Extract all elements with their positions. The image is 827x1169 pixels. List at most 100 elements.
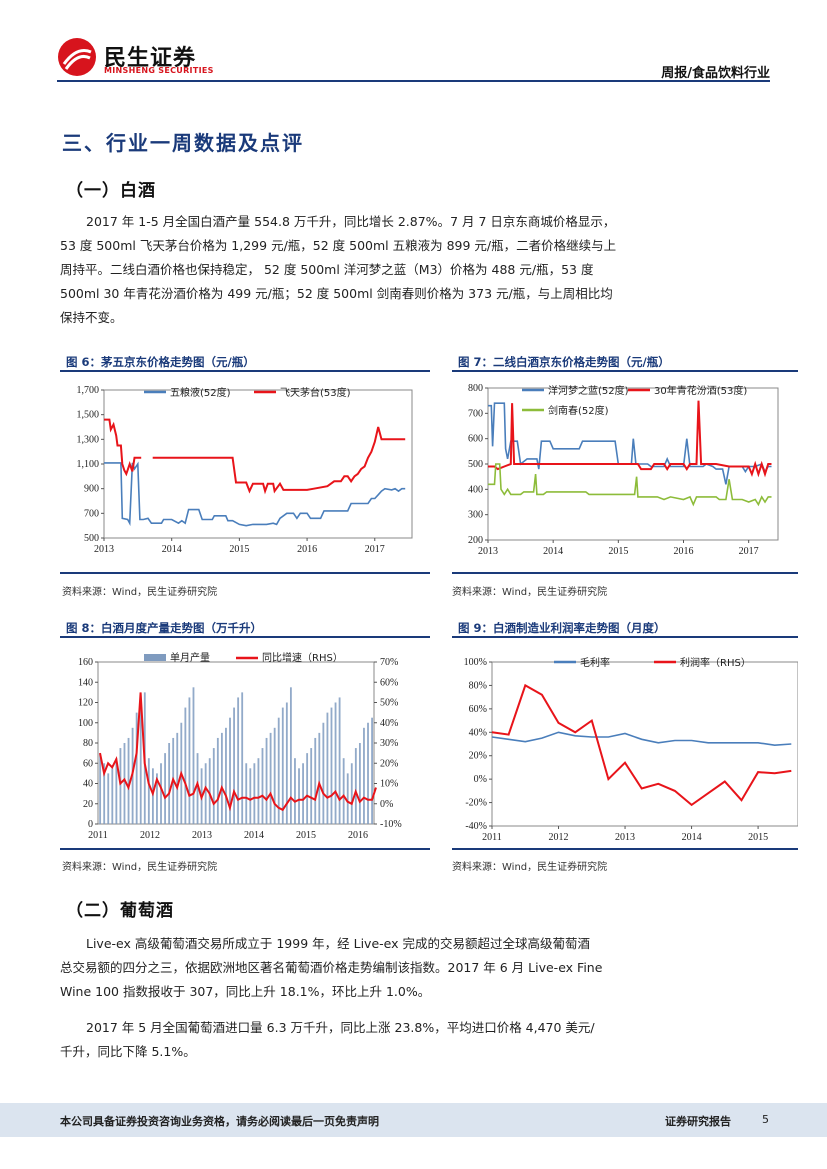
figure-9-rule-bottom [452,848,798,850]
production-bar [225,727,227,824]
x-tick-label: 2015 [748,832,768,842]
production-bar [123,743,126,824]
y-tick-label: 1,100 [77,459,100,470]
figure-6-rule-bottom [60,572,430,574]
y-tick-label: 200 [468,535,483,546]
production-bar [111,768,114,824]
footer-bar [0,1103,827,1137]
y-tick-label: 800 [468,383,483,394]
production-bar [302,763,304,824]
y-tick-label: 300 [468,510,483,521]
series-line [491,731,792,747]
production-bar [269,732,272,824]
x-tick-label: 2014 [543,546,563,557]
y-tick-label-left: 100 [78,718,93,729]
y-tick-label: -20% [465,798,487,809]
production-bar [245,763,248,824]
production-bar [220,732,223,824]
production-bar [184,707,187,824]
x-tick-label: 2013 [192,830,212,841]
production-bar [318,732,321,824]
figure-6-source: 资料来源：Wind，民生证券研究院 [62,587,218,598]
production-bar [176,732,179,824]
production-bar [237,697,240,824]
production-bar [253,763,256,824]
production-bar [310,748,313,824]
figure-7-rule [452,370,798,372]
x-tick-label: 2017 [739,546,759,557]
y-tick-label: 600 [468,434,483,445]
logo-icon [58,38,96,76]
paragraph-wine-2: 2017 年 5 月全国葡萄酒进口量 6.3 万千升，同比上涨 23.8%，平均… [60,1016,766,1064]
figure-7-source: 资料来源：Wind，民生证券研究院 [452,587,608,598]
paragraph-baijiu: 2017 年 1-5 月全国白酒产量 554.8 万千升，同比增长 2.87%。… [60,210,766,330]
section-title: 三、行业一周数据及点评 [62,131,304,155]
production-bar [115,758,118,824]
para-line: 500ml 30 年青花汾酒价格为 499 元/瓶；52 度 500ml 剑南春… [60,286,613,301]
para-line: Live-ex 高级葡萄酒交易所成立于 1999 年，经 Live-ex 完成的… [86,936,590,951]
legend-label: 单月产量 [170,651,210,664]
figure-6-rule [60,370,430,372]
production-bar [103,763,106,824]
production-bar [330,707,333,824]
para-line: 保持不变。 [60,310,123,325]
figure-8-rule-bottom [60,848,430,850]
legend-label: 剑南春(52度) [548,404,609,417]
para-line: 2017 年 5 月全国葡萄酒进口量 6.3 万千升，同比上涨 23.8%，平均… [86,1020,595,1035]
figure-8-title: 图 8：白酒月度产量走势图（万千升） [66,621,263,635]
production-bar [354,748,357,824]
production-bar [241,692,244,824]
production-bar [281,707,284,824]
x-tick-label: 2015 [296,830,316,841]
y-tick-label: 1,300 [77,434,100,445]
production-bar [216,737,219,824]
legend-label: 五粮液(52度) [170,386,231,399]
series-line [491,683,792,807]
x-tick-label: 2011 [88,830,108,841]
chart-fig8: 0 20 40 60 80 100 120 140 160 -10% 0% 10% 20% 30% 40% 5… [78,651,402,841]
page-number: 5 [762,1113,769,1126]
x-tick-label: 2016 [674,546,694,557]
y-tick-label-right: 20% [380,758,398,769]
y-tick-label: 1,500 [77,410,100,421]
production-bar [342,758,345,824]
production-bar [298,768,300,824]
series-line [488,463,772,507]
legend-label: 同比增速（RHS） [262,651,343,664]
production-bar [168,743,171,824]
y-tick-label-left: 60 [83,758,93,769]
figure-6-title: 图 6：茅五京东价格走势图（元/瓶） [66,355,255,369]
y-tick-label-right: 10% [380,779,398,790]
para-line: 2017 年 1-5 月全国白酒产量 554.8 万千升，同比增长 2.87%。… [86,214,616,229]
figure-9-title: 图 9：白酒制造业利润率走势图（月度） [458,621,666,635]
x-tick-label: 2013 [615,832,635,842]
legend-label: 30年青花汾酒(53度) [654,384,747,397]
production-bar [322,722,325,824]
figure-9-rule [452,636,798,638]
y-tick-label: 700 [84,508,99,519]
header-divider [57,80,770,82]
y-tick-label-right: 60% [380,677,398,688]
production-bar [156,773,158,824]
y-tick-label: -40% [465,821,487,832]
y-tick-label-left: 40 [83,779,93,790]
production-bar [107,773,110,824]
y-tick-label: 500 [468,459,483,470]
x-tick-label: 2014 [244,830,264,841]
paragraph-wine-1: Live-ex 高级葡萄酒交易所成立于 1999 年，经 Live-ex 完成的… [60,932,766,1004]
chart-fig6: 500 700 900 1,100 1,300 1,500 1,700 2013 2014 201… [77,385,413,555]
production-bar [338,697,341,824]
series-line [488,402,772,485]
para-line: 周持平。二线白酒价格也保持稳定， 52 度 500ml 洋河梦之蓝（M3）价格为… [60,262,594,277]
production-bar [277,717,280,824]
x-tick-label: 2012 [140,830,160,841]
production-bar [306,753,309,824]
production-bar [334,702,337,824]
production-bar [164,753,166,824]
report-category: 周报/食品饮料行业 [661,66,770,81]
series-line [104,418,406,495]
production-bar [139,702,142,824]
y-tick-label: 40% [469,727,487,738]
legend-label: 利润率（RHS） [680,656,751,669]
y-tick-label: 60% [469,704,487,715]
